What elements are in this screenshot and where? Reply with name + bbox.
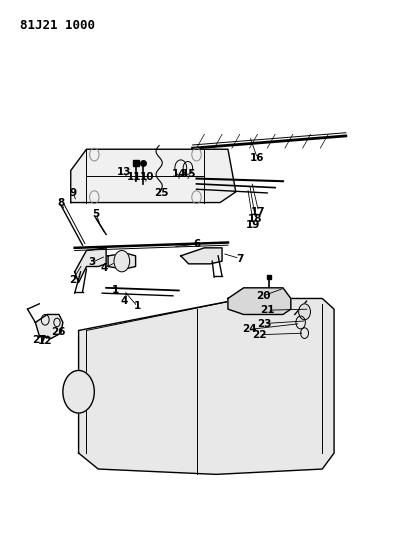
Text: 12: 12 [38,336,52,346]
Text: 10: 10 [140,172,154,182]
Text: 17: 17 [251,207,266,216]
Text: 26: 26 [51,327,65,336]
Text: 81J21 1000: 81J21 1000 [20,19,95,31]
Text: 6: 6 [193,239,200,249]
Text: 9: 9 [69,188,76,198]
Text: 3: 3 [89,257,96,267]
Polygon shape [181,248,222,264]
Text: 11: 11 [127,172,141,182]
Text: 5: 5 [93,209,100,219]
Text: 24: 24 [242,325,257,334]
Polygon shape [75,248,106,282]
Polygon shape [71,149,236,203]
Text: 23: 23 [257,319,271,328]
Circle shape [114,251,130,272]
Text: 1: 1 [134,302,141,311]
Text: 14: 14 [171,169,186,179]
Text: 15: 15 [182,169,196,179]
Text: 19: 19 [246,220,261,230]
Text: 18: 18 [248,214,263,223]
Circle shape [299,304,310,320]
Text: 27: 27 [32,335,47,345]
Text: 1: 1 [112,286,119,295]
Text: 25: 25 [154,188,168,198]
Text: 16: 16 [250,154,264,163]
Text: 8: 8 [57,198,64,207]
Text: 7: 7 [236,254,243,263]
Text: 21: 21 [260,305,274,315]
Text: 4: 4 [120,296,127,306]
Text: 4: 4 [101,263,108,273]
Text: 22: 22 [252,330,266,340]
Circle shape [63,370,94,413]
Polygon shape [79,298,334,474]
Polygon shape [228,288,291,314]
Text: 2: 2 [69,275,76,285]
Polygon shape [108,253,136,269]
Text: 20: 20 [256,291,270,301]
Text: 13: 13 [117,167,131,176]
Polygon shape [35,314,63,338]
